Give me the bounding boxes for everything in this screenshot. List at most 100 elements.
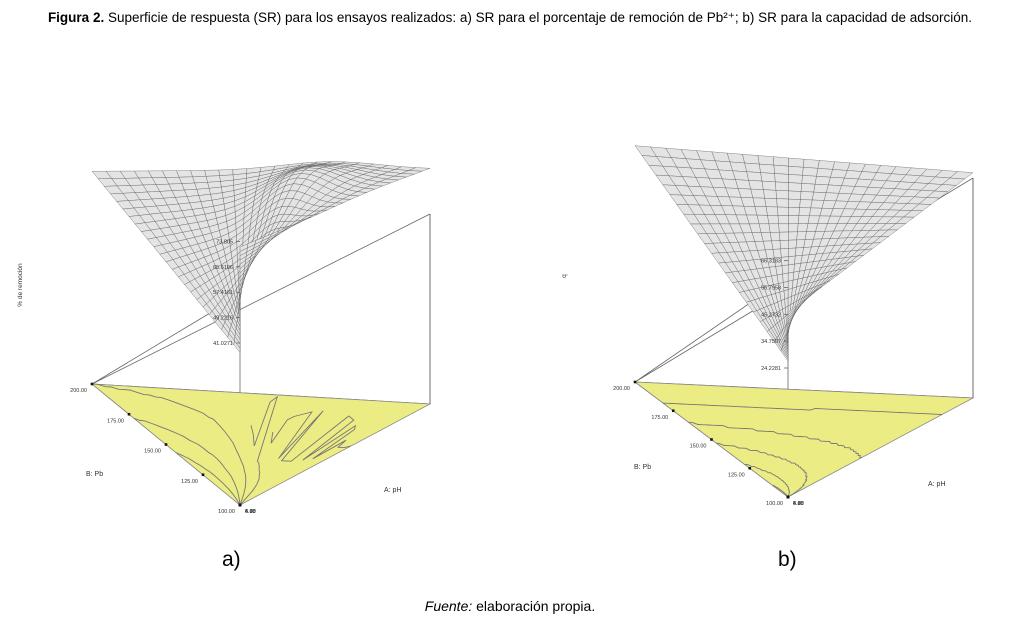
floor-contour-line [175,452,241,506]
x-tick-label: 4.00 [793,501,804,507]
surface-mesh-cell [800,191,814,201]
y-tick [786,495,790,499]
surface-mesh-cell [813,184,829,193]
z-tick-label: 55.7958 [761,286,781,292]
surface-mesh-cell [816,168,833,178]
z-tick-label: 41.0271 [213,341,233,347]
surface-mesh-cell [782,272,789,283]
surface-mesh-cell [778,223,789,233]
surface-mesh-cell [777,215,789,224]
surface-mesh-cell [742,154,760,165]
surface-mesh-cell [783,281,789,292]
y-tick-label: 175.00 [651,415,668,421]
source-note: Fuente: elaboración propia. [0,598,1020,614]
surface-mesh-cell [774,173,789,183]
y-tick-label: 125.00 [181,479,198,485]
surface-mesh-cell [788,198,801,208]
floor-contour-line [662,402,943,415]
y-tick-label: 100.00 [766,501,783,507]
surface-mesh-cell [765,206,779,216]
y-tick [238,503,242,507]
floor-contour-line [239,395,279,506]
source-label: Fuente: [424,598,473,614]
surface-mesh-cell [788,157,805,168]
surface-mesh-cell [788,182,802,192]
x-tick-label: 5.00 [245,509,256,515]
panel-label-b: b) [778,548,797,571]
floor-contour-line [772,485,789,498]
x-tick-label: 4.25 [245,509,256,515]
y-tick [710,438,713,441]
y-tick-label: 200.00 [70,388,87,394]
surface-mesh-cell [779,231,789,241]
surface-mesh-cell [788,190,802,200]
surface-mesh-cell [754,206,768,216]
surface-mesh-cell [726,152,745,164]
x-tick-label: 4.50 [793,501,804,507]
floor-contour-line [133,417,241,506]
z-axis-label: % de remoción [17,263,24,307]
z-tick-label: 65.6106 [213,265,233,271]
surface-mesh-cell [779,240,789,250]
surface-mesh-cell [772,248,782,259]
y-tick-label: 175.00 [107,418,124,424]
floor-contour-line [716,442,808,498]
surface-mesh-cell [797,223,809,232]
y-tick-label: 150.00 [144,449,161,455]
surface-mesh-cell [817,160,835,170]
surface-mesh-cell [788,215,800,224]
surface-mesh-cell [776,198,789,208]
surface-mesh-cell [777,206,789,216]
x-tick-label: 4.00 [245,509,256,515]
surface-mesh-cell [773,164,789,175]
surface-mesh-cell [788,231,798,241]
surface-mesh-cell [802,167,819,177]
surface-mesh-cell [761,180,777,191]
surface-mesh-cell [788,263,795,274]
surface-mesh-cell [800,183,816,193]
x-tick-label: 4.25 [793,501,804,507]
z-tick-label: 73.805 [216,239,233,245]
surface-mesh-cell [799,199,813,209]
surface-mesh-cell [796,231,807,241]
surface-mesh-cell [759,163,775,174]
surface-mesh-cell [788,239,797,249]
surface-mesh-cell [787,305,797,316]
surface-mesh-cell [788,247,797,257]
x-axis-label: A: pH [928,481,946,488]
x-tick-label: 4.50 [245,509,256,515]
surface-mesh-cell [744,162,761,173]
surface-mesh-cell [783,289,789,300]
surface-mesh-cell [810,199,825,209]
panel-label-a: a) [222,548,241,571]
floor-contour-line [270,410,357,462]
y-tick [127,412,131,416]
surface-mesh-cell [752,197,767,207]
y-tick-label: 150.00 [690,444,707,450]
surface-mesh-cell [788,174,803,184]
surface-mesh-cell [803,159,820,169]
figure-caption-text: Superficie de respuesta (SR) para los en… [107,10,973,25]
surface-mesh-cell [767,215,779,224]
z-axis-label: q [561,274,568,278]
surface-mesh-cell [760,172,776,183]
surface-mesh-cell [788,207,800,216]
source-text: elaboración propia. [476,598,596,614]
y-tick [201,473,205,477]
surface-mesh-cell [729,161,747,172]
surface-mesh-cell [746,171,763,182]
z-tick-label: 24.2281 [761,366,781,372]
surface-mesh-cell [763,189,777,199]
surface-mesh-cell [775,190,789,200]
z-tick-label: 34.7507 [761,339,781,345]
y-axis-label: B: Pb [634,464,651,471]
surface-mesh-cell [771,240,781,250]
surface-mesh-cell [811,191,827,201]
surface-mesh-cell [768,223,780,233]
z-tick-label: 57.4161 [213,290,233,296]
surface-mesh-cell [735,179,752,190]
surface-mesh-cell [798,215,810,224]
x-tick-label: 4.75 [793,501,804,507]
surface-mesh-cell [750,188,765,199]
x-axis-label: A: pH [384,487,402,494]
